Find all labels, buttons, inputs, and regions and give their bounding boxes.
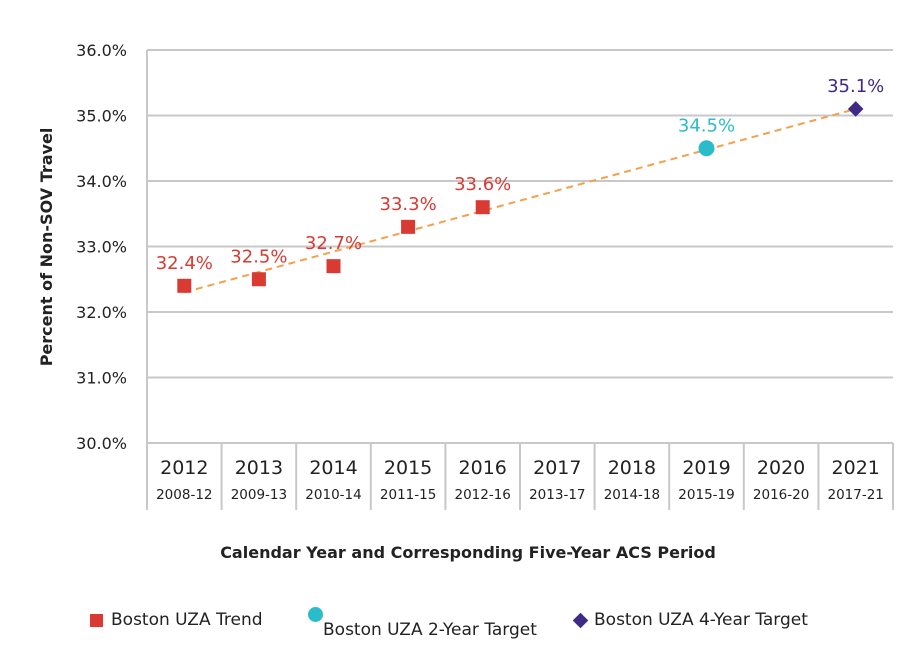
y-tick-label: 30.0%	[76, 434, 127, 453]
x-tick-label: 2016	[459, 457, 507, 479]
y-tick-label: 34.0%	[76, 172, 127, 191]
x-tick-label: 2014	[309, 457, 357, 479]
x-period-label: 2017-21	[827, 487, 883, 503]
x-tick-label: 2019	[682, 457, 730, 479]
x-period-label: 2016-20	[753, 487, 809, 503]
x-period-label: 2010-14	[305, 487, 361, 503]
x-tick-label: 2021	[832, 457, 880, 479]
x-period-label: 2012-16	[454, 487, 510, 503]
data-point-square	[401, 219, 416, 234]
data-point-diamond	[847, 101, 864, 117]
diamond-marker-icon	[572, 612, 589, 628]
data-point-square	[177, 278, 192, 293]
data-point-square	[475, 200, 490, 215]
square-marker-icon	[90, 613, 103, 627]
y-tick-label: 31.0%	[76, 369, 127, 388]
legend-item-2yr: Boston UZA 2-Year Target	[308, 600, 537, 640]
legend-item-trend: Boston UZA Trend	[90, 610, 263, 630]
plot-area: 30.0% 31.0% 32.0% 33.0% 34.0% 35.0% 36.0% 2012 2…	[37, 41, 894, 562]
x-period-label: 2013-17	[529, 487, 585, 503]
circle-marker-icon	[308, 606, 323, 622]
x-period-label: 2015-19	[678, 487, 734, 503]
data-point-square	[326, 259, 341, 274]
y-tick-label: 36.0%	[76, 41, 127, 60]
x-axis-title: Calendar Year and Corresponding Five-Yea…	[220, 543, 716, 562]
y-tick-label: 35.0%	[76, 107, 127, 126]
data-label: 32.4%	[156, 253, 213, 274]
x-tick-label: 2013	[235, 457, 283, 479]
data-label: 33.3%	[380, 194, 437, 215]
x-tick-label: 2015	[384, 457, 432, 479]
x-period-label: 2011-15	[380, 487, 436, 503]
y-tick-label: 32.0%	[76, 303, 127, 322]
data-label: 33.6%	[454, 174, 511, 195]
legend-item-4yr: Boston UZA 4-Year Target	[572, 610, 808, 630]
x-period-label: 2008-12	[156, 487, 212, 503]
y-axis-title: Percent of Non-SOV Travel	[37, 128, 56, 367]
x-period-label: 2014-18	[604, 487, 660, 503]
data-point-square	[251, 272, 266, 287]
legend: Boston UZA Trend Boston UZA 2-Year Targe…	[0, 606, 924, 640]
x-tick-label: 2020	[757, 457, 805, 479]
data-label: 32.7%	[305, 233, 362, 254]
data-point-circle	[698, 140, 715, 157]
x-tick-label: 2012	[160, 457, 208, 479]
x-tick-label: 2018	[608, 457, 656, 479]
y-tick-label: 33.0%	[76, 238, 127, 257]
data-label: 35.1%	[827, 76, 884, 97]
data-label: 34.5%	[678, 115, 735, 136]
x-period-label: 2009-13	[231, 487, 287, 503]
x-tick-label: 2017	[533, 457, 581, 479]
data-label: 32.5%	[230, 246, 287, 267]
trendline	[184, 107, 856, 294]
